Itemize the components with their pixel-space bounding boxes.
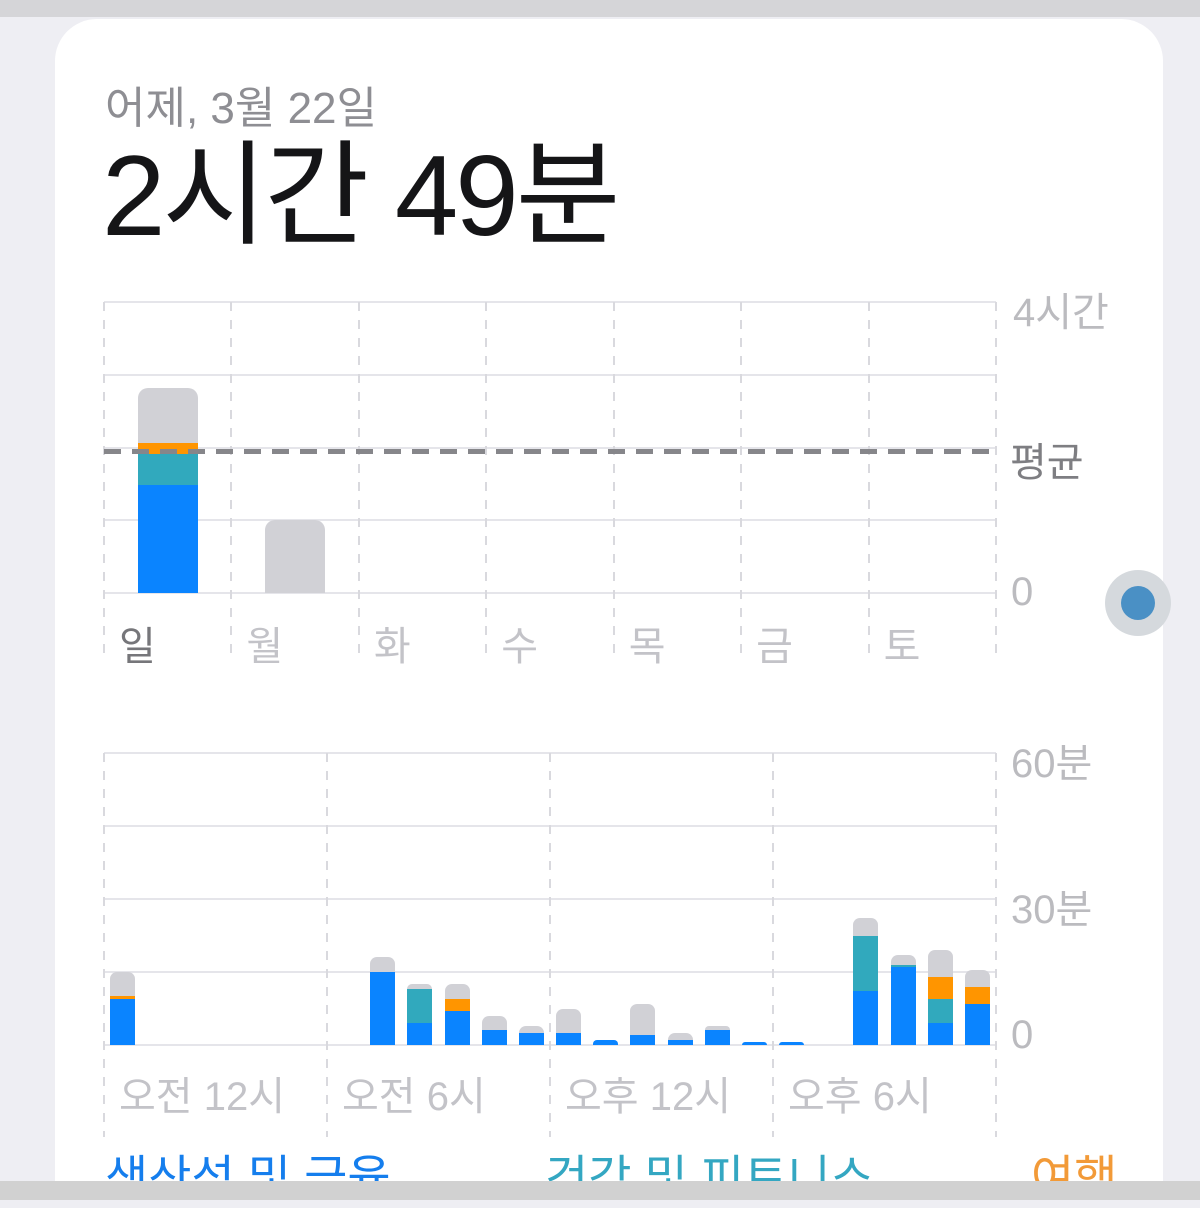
gridline [104,592,996,594]
bar-segment-blue [964,1003,990,1045]
gridline [104,373,996,376]
bar-segment-gray [630,1003,656,1036]
bar-segment-teal [407,989,433,1024]
bar-segment-gray [407,984,433,990]
status-bar-strip [0,0,1200,17]
weekly-ymax-label: 4시간 [1013,291,1109,335]
weekly-ymin-label: 0 [1011,570,1034,614]
bar-segment-gray [964,969,990,987]
total-screen-time: 2시간 49분 [102,133,621,260]
bar-segment-blue [556,1032,581,1045]
gridline [104,519,996,522]
bar-segment-blue [518,1032,544,1045]
gridline [104,301,996,303]
bar-segment-gray [890,954,916,965]
bar-segment-blue [853,991,879,1045]
x-axis-label: 월 [246,625,284,669]
bar-segment-teal [890,964,916,968]
x-axis-label: 금 [756,625,793,669]
gridline-vertical [357,302,360,659]
bar-segment-blue [630,1035,656,1045]
average-line [104,449,996,455]
x-axis-label: 오후 12시 [565,1075,732,1119]
x-axis-label: 토 [883,625,921,669]
hourly-ymax-label: 60분 [1011,742,1093,786]
scrubber-dot-icon [1121,586,1155,620]
bar-segment-blue [137,485,198,593]
bar-segment-gray [556,1008,581,1033]
gridline-vertical [485,302,488,659]
gridline-vertical [549,753,551,1137]
bar-segment-blue [444,1010,470,1045]
bottom-overlay-strip [0,1181,1200,1200]
chart-scrubber-handle[interactable] [1105,570,1171,636]
bar-segment-gray [265,520,326,593]
bar-segment-gray [137,388,198,443]
bar-segment-blue [741,1042,767,1045]
bar-segment-blue [370,972,396,1045]
bar-segment-gray [444,984,470,999]
gridline-vertical [103,753,105,1137]
gridline-vertical [326,753,328,1137]
x-axis-label: 목 [628,625,666,669]
bar-segment-blue [593,1040,619,1045]
gridline-vertical [867,302,870,659]
gridline-vertical [103,302,105,659]
bar-segment-gray [110,972,135,997]
bar-segment-orange [927,976,953,999]
hourly-ymin-label: 0 [1011,1013,1034,1057]
bar-segment-gray [518,1025,544,1033]
hourly-ymid-label: 30분 [1011,888,1093,932]
bar-segment-orange [110,996,135,999]
bar-segment-orange [137,442,198,454]
bar-segment-gray [667,1032,693,1041]
bar-segment-blue [481,1030,507,1045]
gridline-vertical [772,753,774,1137]
bar-segment-blue [890,967,916,1045]
bar-segment-teal [137,453,198,486]
bar-segment-blue [110,998,135,1045]
x-axis-label: 오전 12시 [119,1075,286,1119]
gridline-vertical [230,302,233,659]
bar-segment-gray [853,918,879,936]
bar-segment-gray [481,1015,507,1031]
bar-segment-gray [704,1025,730,1031]
gridline-vertical [995,302,997,659]
gridline [104,446,996,449]
bar-segment-blue [704,1030,730,1045]
bar-segment-blue [927,1023,953,1045]
gridline-vertical [995,753,997,1137]
x-axis-label: 화 [373,625,411,669]
bar-segment-blue [779,1042,804,1045]
bar-segment-teal [853,935,879,992]
bar-segment-orange [964,986,990,1004]
bar-segment-gray [927,950,953,977]
gridline-vertical [612,302,615,659]
weekly-average-label: 평균 [1010,441,1084,485]
x-axis-label: 오전 6시 [342,1075,486,1119]
bar-segment-blue [667,1040,693,1045]
x-axis-label: 오후 6시 [788,1075,932,1119]
x-axis-label: 일 [119,625,156,669]
gridline-vertical [740,302,743,659]
bar-segment-blue [407,1023,433,1045]
bar-segment-gray [370,957,396,972]
hourly-chart[interactable]: 오전 12시 오전 6시 오후 12시 오후 6시 [103,752,997,1137]
bar-segment-teal [927,998,953,1024]
date-label: 어제, 3월 22일 [105,84,378,133]
x-axis-label: 수 [501,625,539,669]
bar-segment-orange [444,998,470,1011]
